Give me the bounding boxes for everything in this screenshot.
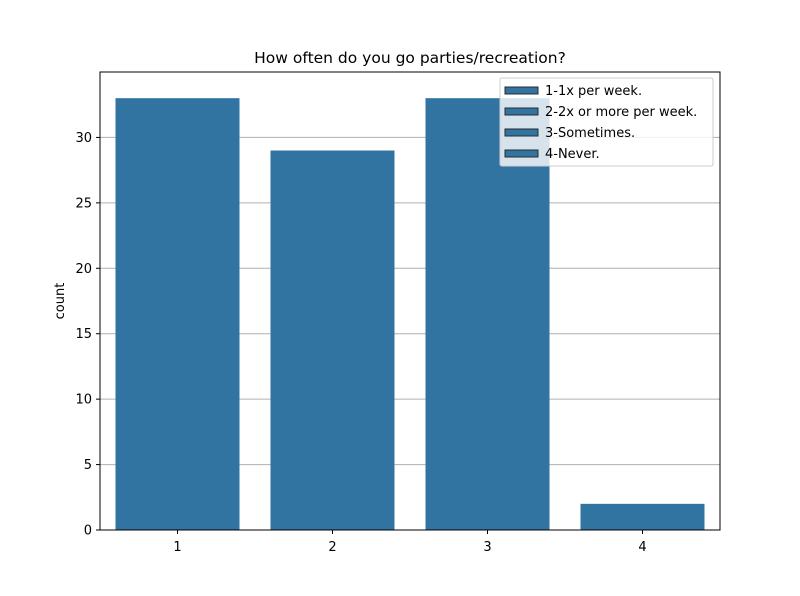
legend: 1-1x per week. 2-2x or more per week. 3-So… [499,77,714,167]
legend-label: 1-1x per week. [545,84,642,99]
y-tick-label: 5 [84,458,92,473]
bar-3 [425,98,550,531]
y-tick-label: 10 [75,393,92,408]
bar-2 [270,150,395,530]
y-axis-label: count [53,283,68,320]
bars [115,98,705,531]
x-tick-label: 2 [328,540,336,555]
legend-label: 4-Never. [545,147,600,162]
y-tick-label: 30 [75,131,92,146]
bar-4 [580,503,705,530]
legend-swatch [504,86,539,95]
x-tick-label: 4 [638,540,646,555]
plot-area-frame [99,71,721,531]
legend-box [499,77,714,167]
y-tick-label: 25 [75,196,92,211]
y-axis-ticks: 0 5 10 15 20 25 30 [75,131,100,539]
y-tick-label: 20 [75,262,92,277]
legend-swatch [504,128,539,137]
y-tick-label: 0 [84,524,92,539]
y-tick-label: 15 [75,327,92,342]
legend-swatch [504,149,539,158]
bar-1 [115,98,240,531]
x-axis-ticks: 1 2 3 4 [173,530,647,555]
legend-label: 3-Sometimes. [545,126,635,141]
legend-label: 2-2x or more per week. [545,105,697,120]
x-tick-label: 1 [173,540,181,555]
x-tick-label: 3 [483,540,491,555]
legend-swatch [504,107,539,116]
chart-title: How often do you go parties/recreation? [254,49,566,67]
